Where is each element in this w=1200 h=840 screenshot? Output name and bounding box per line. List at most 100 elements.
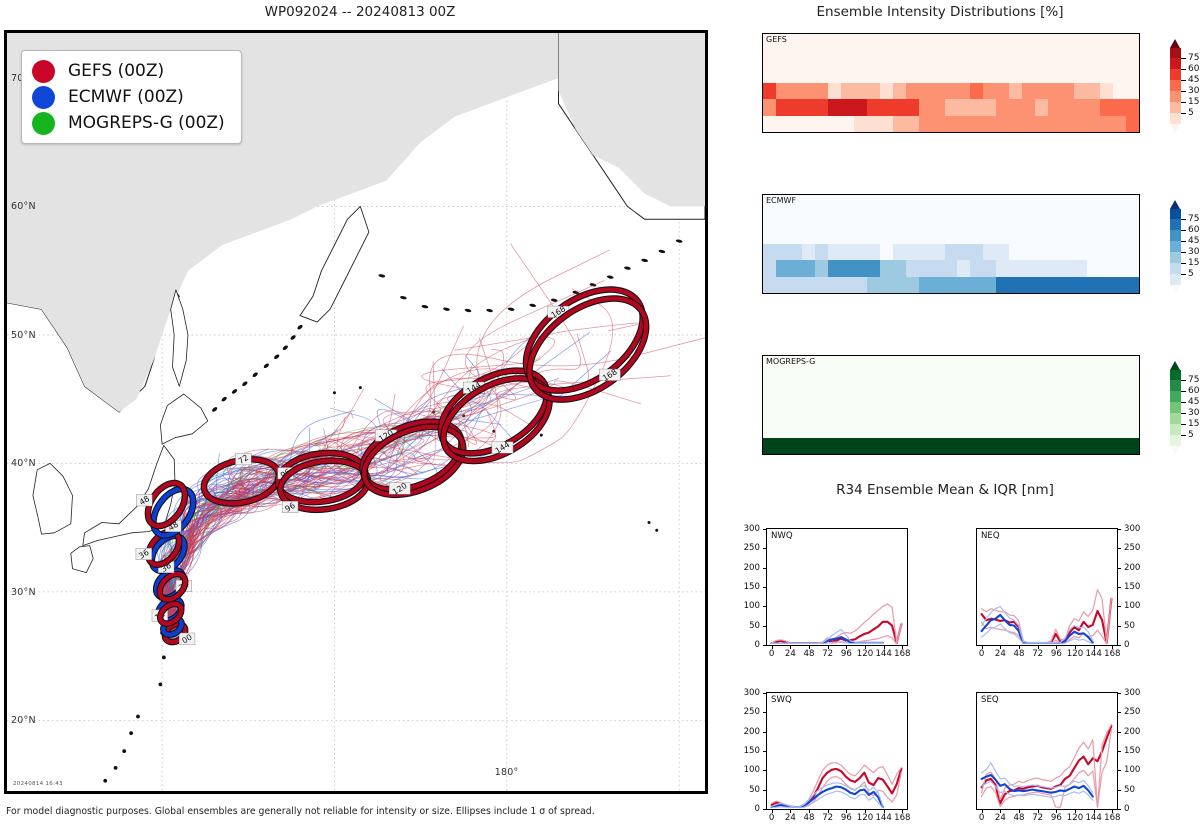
heatmap-cell xyxy=(996,211,1010,228)
heatmap-cell xyxy=(983,99,997,116)
heatmap-cell xyxy=(1074,211,1088,228)
heatmap-cell xyxy=(931,260,945,277)
heatmap-cell xyxy=(983,83,997,100)
heatmap-x-tick xyxy=(795,132,796,133)
colorbar-segment xyxy=(1170,230,1181,241)
heatmap-cell xyxy=(1035,66,1049,83)
heatmap-cell xyxy=(1022,405,1036,422)
heatmap-x-tick xyxy=(795,293,796,294)
colorbar-tick-label: 45 xyxy=(1188,397,1200,407)
heatmap-cell xyxy=(1113,99,1127,116)
r34-series-line xyxy=(981,623,1094,644)
quadrant-label: NEQ xyxy=(981,531,1000,541)
heatmap-cell xyxy=(1009,437,1023,454)
heatmap-cell xyxy=(1126,227,1139,244)
heatmap-cell xyxy=(918,388,932,405)
r34-panel-neq[interactable]: NEQ 0 50 100 150 200 250 300 0 24 48 72 96 120 144 168 xyxy=(976,524,1140,659)
r34-x-label: 120 xyxy=(856,813,874,823)
heatmap-cell xyxy=(879,421,893,438)
r34-y-tick xyxy=(763,548,767,550)
heatmap-cell xyxy=(1048,115,1062,132)
heatmap-cell xyxy=(1113,276,1127,293)
heatmap-cell xyxy=(944,421,958,438)
r34-y-label: 0 xyxy=(1124,640,1130,650)
heatmap-cell xyxy=(905,50,919,67)
r34-panel-swq[interactable]: SWQ 0 50 100 150 200 250 300 0 24 48 72 96 120 144 168 xyxy=(744,688,911,823)
heatmap-cell xyxy=(1022,115,1036,132)
heatmap-cell xyxy=(788,244,802,261)
heatmap-cell xyxy=(827,34,841,51)
heatmap-cell xyxy=(1035,115,1049,132)
heatmap-cell xyxy=(814,66,828,83)
r34-y-label: 200 xyxy=(743,726,760,737)
heatmap-cell xyxy=(1035,421,1049,438)
heatmap-mogreps-g[interactable]: MOGREPS-G96+64-9550-6434-50<34lost012243… xyxy=(762,355,1140,455)
heatmap-cell xyxy=(1087,50,1101,67)
map-lon-label: 180° xyxy=(494,767,519,778)
heatmap-cell xyxy=(970,405,984,422)
heatmap-cell xyxy=(866,388,880,405)
r34-y-tick xyxy=(763,645,767,646)
legend-item-gefs[interactable]: GEFS (00Z) xyxy=(32,58,225,84)
heatmap-cell xyxy=(970,421,984,438)
r34-x-tick xyxy=(1056,645,1058,649)
heatmap-cell xyxy=(853,276,867,293)
heatmap-x-tick xyxy=(897,132,898,133)
heatmap-cell xyxy=(814,405,828,422)
heatmap-x-tick xyxy=(1126,132,1127,133)
r34-x-label: 96 xyxy=(840,813,852,823)
heatmap-cell xyxy=(814,211,828,228)
legend-item-ecmwf[interactable]: ECMWF (00Z) xyxy=(32,84,225,110)
map-canvas: 0012243636484872969612012014414416816870… xyxy=(7,33,705,791)
panel-model-label: GEFS xyxy=(766,35,787,44)
heatmap-cell xyxy=(801,83,815,100)
heatmap-cell xyxy=(905,437,919,454)
heatmap-cell xyxy=(957,66,971,83)
heatmap-x-tick xyxy=(769,293,770,294)
heatmap-cell xyxy=(1126,115,1139,132)
r34-x-label: 24 xyxy=(784,813,796,823)
heatmap-cell xyxy=(892,227,906,244)
heatmap-cell xyxy=(1022,195,1036,212)
r34-x-tick xyxy=(1056,809,1058,813)
heatmap-cell xyxy=(996,83,1010,100)
heatmap-y-tick xyxy=(762,236,763,237)
r34-y-tick xyxy=(1117,606,1121,608)
ensemble-intensity-title: Ensemble Intensity Distributions [%] xyxy=(816,4,1064,20)
colorbar-tick xyxy=(1181,241,1186,242)
heatmap-cell xyxy=(1074,115,1088,132)
r34-y-label: 0 xyxy=(1124,804,1130,814)
colorbar-segment xyxy=(1170,391,1181,402)
heatmap-cell xyxy=(788,34,802,51)
heatmap-cell xyxy=(970,83,984,100)
heatmap-cell xyxy=(1061,244,1075,261)
heatmap-cell xyxy=(853,99,867,116)
heatmap-ecmwf[interactable]: ECMWF96+64-9550-6434-50<34lost0122436486… xyxy=(762,194,1140,294)
heatmap-cell xyxy=(957,437,971,454)
heatmap-x-tick xyxy=(1024,132,1025,133)
r34-panel-nwq[interactable]: NWQ 0 50 100 150 200 250 300 0 24 48 72 96 120 144 168 xyxy=(744,524,911,659)
quadrant-label: SEQ xyxy=(981,695,999,705)
heatmap-cell xyxy=(1126,83,1139,100)
heatmap-cell xyxy=(775,405,789,422)
heatmap-cell xyxy=(853,356,867,373)
colorbar-gradient xyxy=(1170,39,1181,133)
r34-panel-seq[interactable]: SEQ 0 50 100 150 200 250 300 0 24 48 72 96 120 144 168 xyxy=(976,688,1140,823)
heatmap-x-tick xyxy=(922,132,923,133)
heatmap-cell xyxy=(918,34,932,51)
heatmap-gefs[interactable]: GEFS96+64-9550-6434-50<34lost01224364860… xyxy=(762,33,1140,133)
heatmap-cell xyxy=(840,115,854,132)
heatmap-cell xyxy=(1087,276,1101,293)
ecmwf-color-swatch-icon xyxy=(32,85,55,109)
heatmap-cell xyxy=(866,34,880,51)
legend-item-mogreps[interactable]: MOGREPS-G (00Z) xyxy=(32,110,225,136)
r34-series-line xyxy=(771,624,902,644)
heatmap-cell xyxy=(1009,115,1023,132)
heatmap-cell xyxy=(840,83,854,100)
r34-y-tick xyxy=(763,606,767,608)
ensemble-track-map[interactable]: 0012243636484872969612012014414416816870… xyxy=(4,30,708,794)
r34-x-tick xyxy=(902,809,904,813)
heatmap-cell xyxy=(1074,437,1088,454)
heatmap-cell xyxy=(1074,356,1088,373)
